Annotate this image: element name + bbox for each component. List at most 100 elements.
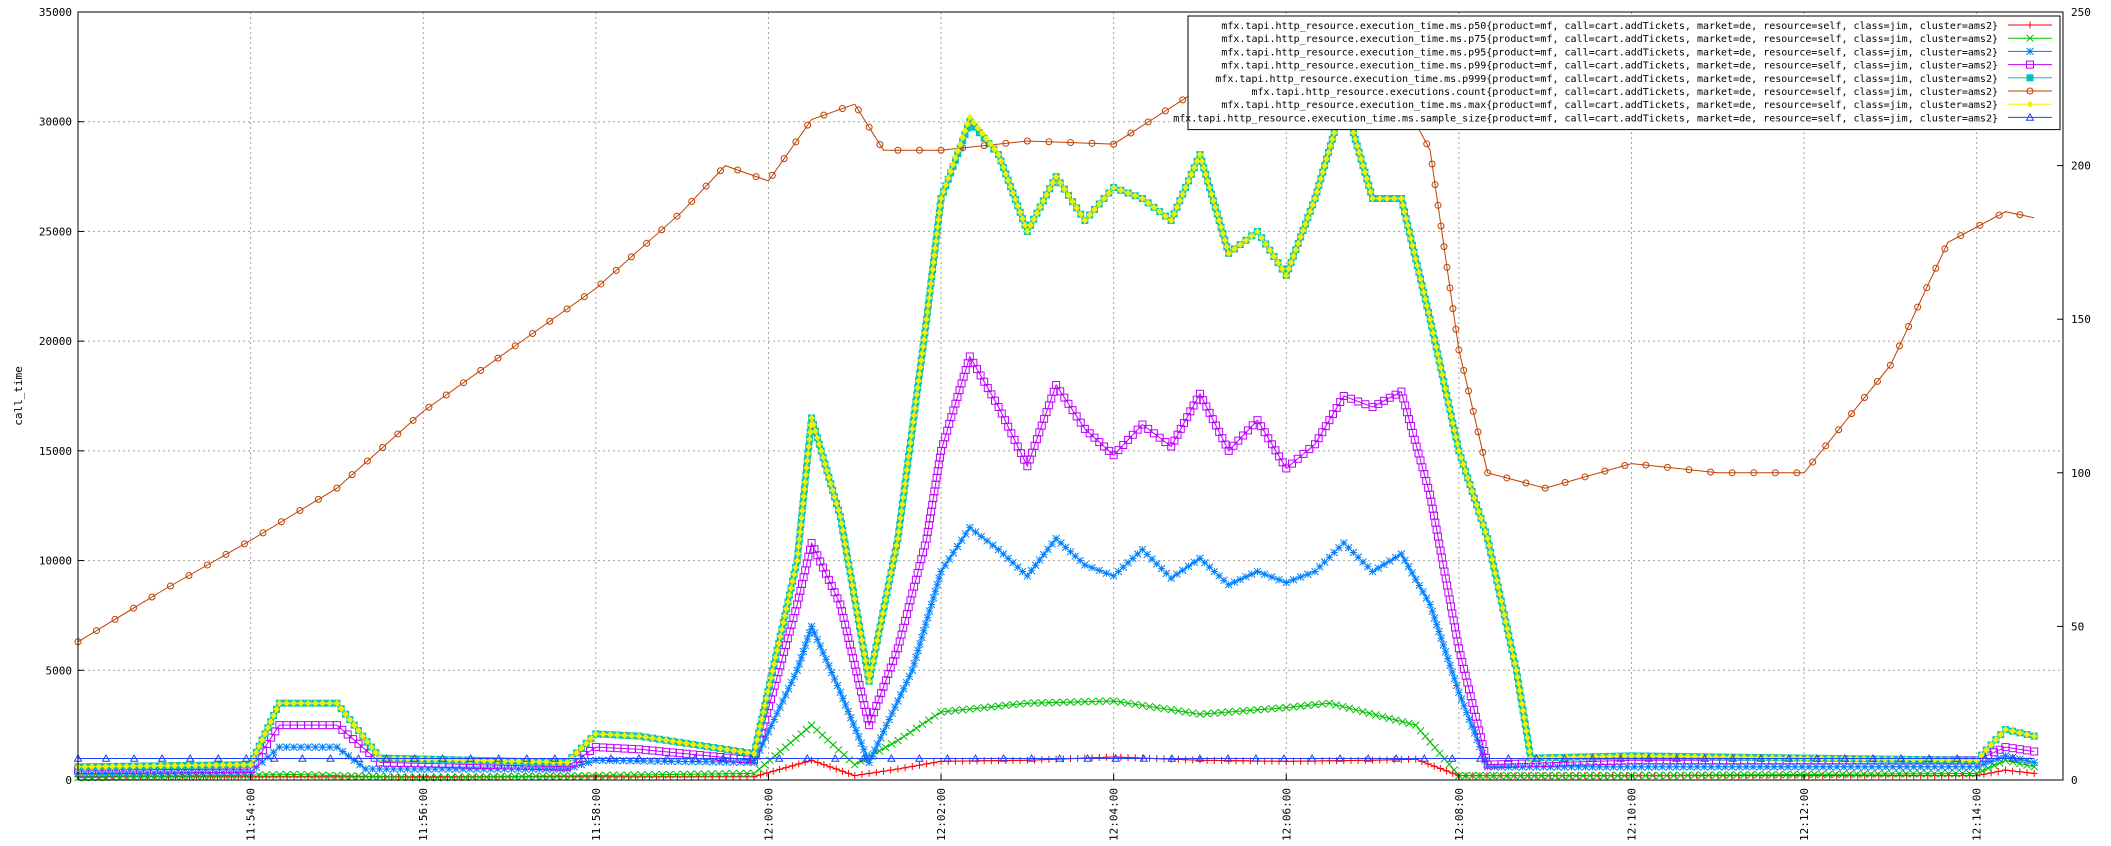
data-point [865, 677, 873, 685]
data-point [1944, 769, 1953, 778]
data-point [338, 747, 347, 756]
data-point [511, 342, 519, 350]
data-point [1923, 762, 1932, 771]
data-point [935, 209, 943, 217]
data-point [1481, 528, 1489, 536]
data-point [1247, 570, 1256, 579]
data-point [314, 495, 322, 503]
data-point [1777, 762, 1785, 771]
data-point [213, 753, 223, 762]
data-point [1510, 771, 1518, 780]
data-point [1319, 168, 1327, 176]
data-point [1499, 604, 1507, 612]
data-point [184, 761, 192, 769]
data-point [944, 707, 953, 716]
data-point [901, 764, 909, 772]
data-point [240, 761, 248, 769]
data-point [723, 746, 731, 754]
data-point [1740, 771, 1749, 779]
data-point [1239, 707, 1247, 715]
data-point [860, 745, 868, 754]
data-point [1621, 461, 1629, 469]
data-point [1503, 771, 1512, 780]
data-point [815, 440, 823, 448]
data-point [792, 734, 800, 743]
data-point [563, 305, 571, 313]
data-point [1505, 632, 1513, 640]
data-point [1443, 767, 1451, 775]
data-point [591, 756, 600, 765]
data-point [1133, 550, 1142, 558]
data-point [894, 535, 902, 543]
data-point [807, 622, 816, 631]
data-point [1292, 246, 1300, 254]
data-point [1648, 771, 1657, 780]
data-point [1156, 208, 1164, 216]
data-point [1236, 575, 1245, 584]
data-point [1211, 203, 1219, 211]
data-point [1450, 426, 1458, 434]
data-point [821, 460, 829, 468]
data-point [1663, 463, 1671, 471]
data-point [958, 705, 967, 714]
data-point [1560, 753, 1569, 762]
data-point [1824, 770, 1833, 779]
data-point [1102, 753, 1110, 761]
data-point [1056, 179, 1064, 187]
data-point [750, 769, 758, 778]
data-point [1735, 762, 1744, 771]
data-point [1321, 162, 1329, 170]
data-point [363, 738, 371, 746]
data-point [333, 699, 341, 707]
data-point [894, 146, 902, 154]
data-point [829, 486, 837, 494]
data-point [275, 770, 284, 779]
data-point [1018, 567, 1027, 576]
data-point [937, 567, 945, 576]
data-point [1489, 771, 1498, 780]
data-point [932, 237, 940, 245]
data-point [115, 762, 123, 770]
data-point [1972, 762, 1981, 771]
data-point [1230, 245, 1238, 253]
data-point [1274, 259, 1282, 267]
data-point [808, 756, 816, 764]
data-point [971, 123, 979, 131]
data-point [1339, 539, 1348, 547]
data-point [452, 765, 460, 773]
data-point [649, 734, 657, 742]
data-point [298, 753, 307, 762]
data-point [1978, 766, 1987, 775]
data-point [263, 739, 272, 748]
data-point [1013, 563, 1022, 572]
data-point [1204, 177, 1212, 185]
data-point [1520, 714, 1528, 722]
data-point [1888, 770, 1897, 778]
data-point [567, 771, 575, 780]
data-point [111, 615, 119, 623]
data-point [857, 739, 866, 748]
data-point [2023, 730, 2031, 738]
data-point [1324, 148, 1332, 156]
data-point [900, 732, 908, 741]
legend-label: mfx.tapi.http_resource.execution_time.ms… [1221, 21, 1998, 32]
data-point [1532, 753, 1541, 762]
data-point [535, 758, 543, 766]
data-point [840, 533, 848, 541]
data-point [1258, 234, 1266, 242]
data-point [1932, 264, 1940, 272]
data-point [382, 765, 391, 773]
data-point [1002, 170, 1010, 178]
data-point [1352, 706, 1360, 714]
data-point [1721, 762, 1730, 771]
data-point [1060, 185, 1068, 193]
data-point [1679, 762, 1688, 771]
data-point [980, 142, 988, 150]
data-point [1057, 539, 1065, 547]
data-point [563, 765, 571, 773]
data-point [1060, 393, 1069, 402]
data-point [1707, 762, 1716, 771]
data-point [522, 753, 532, 762]
data-point [906, 439, 914, 447]
data-point [845, 769, 853, 777]
